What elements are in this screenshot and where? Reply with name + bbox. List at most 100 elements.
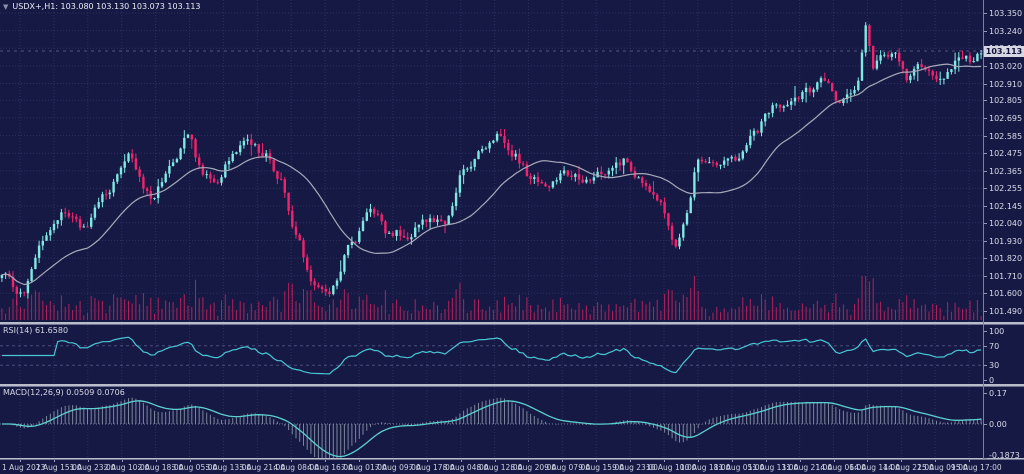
time-axis-tick xyxy=(189,460,191,462)
time-axis-label: 1 Aug 23:00 xyxy=(69,463,116,472)
axis-tick xyxy=(984,393,987,395)
time-axis-label: 9 Aug 15:00 xyxy=(578,463,624,472)
rsi-panel[interactable]: RSI(14) 61.6580 xyxy=(0,325,983,384)
time-axis-tick xyxy=(392,460,394,462)
time-axis-label: 7 Aug 09:00 xyxy=(374,463,421,472)
time-axis-label: 7 Aug 17:00 xyxy=(408,463,455,472)
price-axis-label: 101.930 xyxy=(989,236,1023,246)
time-axis-tick xyxy=(697,460,699,462)
time-axis-tick xyxy=(53,460,55,462)
price-axis-label: 103.350 xyxy=(989,9,1023,18)
price-axis-label: 102.695 xyxy=(989,113,1023,123)
price-axis-label: 102.365 xyxy=(989,166,1023,176)
macd-chart[interactable] xyxy=(0,387,983,458)
time-axis-label: 4 Aug 08:00 xyxy=(273,463,319,472)
time-axis-tick xyxy=(359,460,360,462)
time-axis-label: 7 Aug 01:00 xyxy=(341,463,387,472)
price-chart-panel[interactable]: ▼ USDX+,H1: 103.080 103.130 103.073 103.… xyxy=(0,0,983,322)
panel-separator[interactable] xyxy=(0,322,1024,325)
time-axis-tick xyxy=(155,460,157,462)
axis-tick xyxy=(984,240,987,242)
axis-tick xyxy=(984,65,987,67)
current-price-value: 103.113 xyxy=(985,46,1023,56)
time-axis-label: 10 Aug 18:00 xyxy=(679,463,731,472)
axis-tick xyxy=(984,83,987,85)
macd-axis-label: 0.00 xyxy=(989,420,1007,429)
chart-symbol-ohlc: USDX+,H1: 103.080 103.130 103.073 103.11… xyxy=(12,2,201,11)
time-axis-label: 2 Aug 10:00 xyxy=(103,463,150,472)
price-axis-label: 102.145 xyxy=(989,202,1023,211)
rsi-chart[interactable] xyxy=(0,325,983,384)
panel-separator[interactable] xyxy=(0,384,1024,387)
time-axis-tick xyxy=(291,460,293,462)
current-price-tag: 103.113 xyxy=(984,45,1024,57)
time-axis-tick xyxy=(223,460,225,462)
axis-tick xyxy=(984,345,987,347)
time-axis-label: 14 Aug 14:00 xyxy=(849,463,900,472)
rsi-label: RSI(14) 61.6580 xyxy=(3,326,69,335)
macd-panel[interactable]: MACD(12,26,9) 0.0509 0.0706 xyxy=(0,387,983,458)
time-axis-label: 1 Aug 15:00 xyxy=(35,463,82,472)
price-axis-label: 101.820 xyxy=(989,254,1023,264)
time-axis-label: 8 Aug 20:00 xyxy=(510,463,557,472)
price-axis[interactable]: 103.350103.240103.130103.020102.910102.8… xyxy=(983,0,1024,460)
time-axis-label: 9 Aug 23:00 xyxy=(612,463,658,472)
time-axis-tick xyxy=(664,460,665,462)
axis-tick xyxy=(984,365,987,367)
axis-tick xyxy=(984,458,987,460)
price-axis-label: 101.490 xyxy=(989,306,1023,316)
price-axis-label: 102.255 xyxy=(989,184,1023,194)
axis-tick xyxy=(984,293,987,295)
time-axis-label: 11 Aug 05:00 xyxy=(713,463,765,472)
panel-separator xyxy=(0,458,1024,460)
rsi-axis-label: 0 xyxy=(989,376,995,385)
time-axis-tick xyxy=(935,460,937,462)
candlestick-chart[interactable] xyxy=(0,0,983,322)
time-axis-label: 11 Aug 13:00 xyxy=(747,463,799,472)
axis-tick xyxy=(984,222,987,224)
time-axis-tick xyxy=(630,460,632,462)
time-axis-tick xyxy=(121,460,123,462)
time-axis-label: 11 Aug 21:00 xyxy=(781,463,833,472)
macd-axis-label: -0.1873 xyxy=(989,451,1020,460)
price-axis-label: 101.600 xyxy=(989,289,1023,299)
time-axis-label: 15 Aug 09:00 xyxy=(917,463,968,472)
time-axis-label: 2 Aug 18:00 xyxy=(137,463,184,472)
time-axis-label: 10 Aug 10:00 xyxy=(646,463,697,472)
macd-label: MACD(12,26,9) 0.0509 0.0706 xyxy=(3,388,125,397)
price-axis-label: 102.805 xyxy=(989,96,1023,106)
price-axis-label: 102.910 xyxy=(989,79,1023,89)
time-axis-tick xyxy=(596,460,598,462)
chart-title: ▼ USDX+,H1: 103.080 103.130 103.073 103.… xyxy=(3,2,201,11)
axis-tick xyxy=(984,424,987,425)
rsi-axis-label: 100 xyxy=(989,327,1005,336)
chart-menu-icon[interactable]: ▼ xyxy=(3,2,9,11)
time-axis-label: 3 Aug 21:00 xyxy=(239,463,286,472)
price-axis-label: 102.585 xyxy=(989,131,1023,141)
macd-axis-label: 0.17 xyxy=(989,389,1007,399)
axis-tick xyxy=(984,275,987,277)
price-axis-label: 102.475 xyxy=(989,149,1023,159)
price-axis-label: 103.020 xyxy=(989,61,1023,71)
axis-tick xyxy=(984,117,987,119)
time-axis-label: 9 Aug 07:00 xyxy=(544,463,591,472)
axis-tick xyxy=(984,30,987,32)
rsi-axis-label: 70 xyxy=(989,341,1000,351)
axis-tick xyxy=(984,188,987,190)
time-axis[interactable]: 1 Aug 2023 1 Aug 15:00 1 Aug 23:00 2 Aug 10… xyxy=(0,460,1024,474)
time-axis-tick xyxy=(257,460,259,462)
time-axis-label: 8 Aug 12:00 xyxy=(476,463,523,472)
time-axis-tick xyxy=(799,460,801,462)
time-axis-label: 15 Aug 17:00 xyxy=(951,463,1002,472)
axis-tick xyxy=(984,170,987,172)
time-axis-label: 3 Aug 13:00 xyxy=(205,463,252,472)
rsi-axis-label: 30 xyxy=(989,361,1000,371)
time-axis-tick xyxy=(562,460,564,462)
time-axis-label: 3 Aug 05:00 xyxy=(171,463,218,472)
axis-tick xyxy=(984,153,987,155)
axis-tick xyxy=(984,13,987,14)
time-axis-tick xyxy=(969,460,971,462)
time-axis-tick xyxy=(833,460,835,462)
price-axis-label: 103.240 xyxy=(989,26,1023,36)
time-axis-label: 14 Aug 06:00 xyxy=(815,463,867,472)
